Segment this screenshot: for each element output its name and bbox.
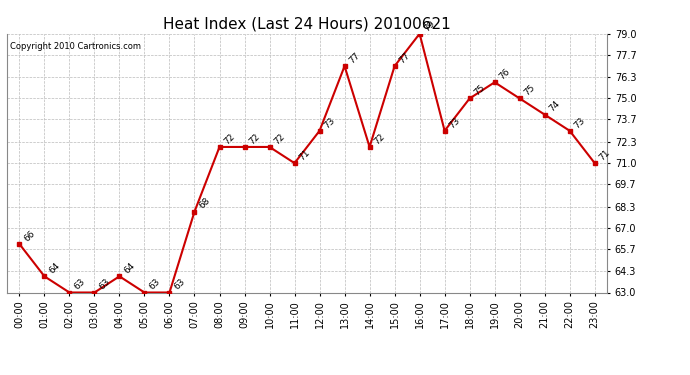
Text: 64: 64	[47, 261, 61, 276]
Text: 72: 72	[273, 132, 287, 146]
Text: 73: 73	[573, 116, 587, 130]
Text: 72: 72	[247, 132, 262, 146]
Text: 75: 75	[522, 83, 537, 98]
Text: Copyright 2010 Cartronics.com: Copyright 2010 Cartronics.com	[10, 42, 141, 51]
Text: 63: 63	[147, 277, 161, 292]
Text: 68: 68	[197, 196, 212, 211]
Text: 63: 63	[172, 277, 187, 292]
Text: 76: 76	[497, 67, 512, 81]
Text: 71: 71	[297, 148, 312, 162]
Text: 75: 75	[473, 83, 487, 98]
Text: 63: 63	[97, 277, 112, 292]
Text: 64: 64	[122, 261, 137, 276]
Text: 63: 63	[72, 277, 87, 292]
Text: 79: 79	[422, 18, 437, 33]
Text: 73: 73	[447, 116, 462, 130]
Text: 72: 72	[222, 132, 237, 146]
Text: 72: 72	[373, 132, 387, 146]
Title: Heat Index (Last 24 Hours) 20100621: Heat Index (Last 24 Hours) 20100621	[163, 16, 451, 31]
Text: 71: 71	[598, 148, 612, 162]
Text: 73: 73	[322, 116, 337, 130]
Text: 66: 66	[22, 229, 37, 243]
Text: 77: 77	[347, 51, 362, 65]
Text: 77: 77	[397, 51, 412, 65]
Text: 74: 74	[547, 99, 562, 114]
